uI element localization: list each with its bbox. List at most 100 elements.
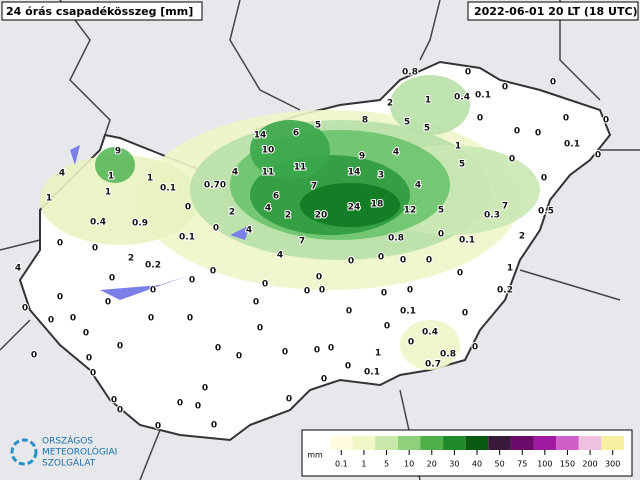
legend-tick-label: 100 [537, 460, 552, 469]
legend-swatch [578, 436, 602, 450]
station-value: 0 [408, 338, 414, 348]
station-value: 4 [246, 226, 252, 236]
station-value: 0.70 [204, 181, 226, 191]
station-value: 0 [177, 399, 183, 409]
station-value: 11 [262, 168, 275, 178]
station-value: 0 [381, 289, 387, 299]
station-value: 0.1 [179, 233, 195, 243]
station-value: 4 [393, 148, 399, 158]
station-value: 0 [86, 354, 92, 364]
station-value: 0 [477, 114, 483, 124]
station-value: 0 [595, 151, 601, 161]
station-value: 0.8 [388, 234, 404, 244]
station-value: 6 [273, 192, 279, 202]
station-value: 10 [262, 146, 275, 156]
station-value: 0 [316, 273, 322, 283]
station-value: 0.9 [132, 219, 148, 229]
station-value: 0 [31, 351, 37, 361]
legend-swatch [330, 436, 353, 450]
station-value: 0 [438, 230, 444, 240]
station-value: 2 [519, 232, 525, 242]
station-value: 0 [211, 421, 217, 431]
station-value: 0 [22, 304, 28, 314]
station-value: 0 [213, 224, 219, 234]
legend-tick-label: 150 [560, 460, 575, 469]
legend-tick-label: 50 [495, 460, 505, 469]
legend-tick-label: 200 [582, 460, 597, 469]
station-value: 14 [348, 168, 361, 178]
station-value: 0 [282, 348, 288, 358]
station-value: 1 [507, 264, 513, 274]
legend-swatch [375, 436, 398, 450]
station-value: 0 [195, 402, 201, 412]
legend-swatch [397, 436, 421, 450]
station-value: 0 [70, 314, 76, 324]
station-value: 0.5 [538, 207, 554, 217]
legend-swatch [533, 436, 557, 450]
title-box [1, 1, 203, 21]
station-value: 0 [83, 329, 89, 339]
station-value: 0 [189, 276, 195, 286]
title: 24 órás csapadékösszeg [mm] [6, 5, 193, 18]
station-value: 0 [90, 369, 96, 379]
legend-swatch [352, 436, 376, 450]
station-value: 0.7 [425, 360, 441, 370]
station-value: 0 [426, 256, 432, 266]
station-value: 0 [328, 344, 334, 354]
station-value: 0.8 [402, 68, 418, 78]
station-value: 0 [105, 298, 111, 308]
precip-area [40, 155, 200, 245]
station-value: 4 [277, 251, 283, 261]
station-value: 0 [262, 280, 268, 290]
legend-tick-label: 5 [384, 460, 389, 469]
station-value: 0 [111, 396, 117, 406]
logo-text: SZOLGÁLAT [42, 457, 96, 469]
station-value: 0.1 [364, 368, 380, 378]
station-value: 0 [236, 352, 242, 362]
station-value: 0 [92, 244, 98, 254]
station-value: 1 [46, 194, 52, 204]
station-value: 1 [375, 349, 381, 359]
legend-swatch [488, 436, 511, 450]
station-value: 5 [424, 124, 430, 134]
station-value: 2 [229, 208, 235, 218]
station-value: 0 [472, 343, 478, 353]
station-value: 0 [462, 309, 468, 319]
station-value: 0 [48, 316, 54, 326]
station-value: 24 [348, 203, 361, 213]
time: 2022-06-01 20 LT (18 UTC) [474, 5, 638, 18]
station-value: 3 [378, 171, 384, 181]
station-value: 1 [425, 96, 431, 106]
station-value: 4 [59, 169, 65, 179]
legend-swatch [420, 436, 444, 450]
station-value: 0 [148, 314, 154, 324]
station-value: 0 [304, 287, 310, 297]
station-value: 1 [455, 142, 461, 152]
station-value: 0 [319, 286, 325, 296]
station-value: 0 [314, 346, 320, 356]
station-value: 0.1 [459, 236, 475, 246]
station-value: 9 [359, 152, 365, 162]
station-value: 2 [128, 254, 134, 264]
station-value: 0.3 [484, 211, 500, 221]
station-value: 0.4 [454, 93, 470, 103]
legend-tick-label: 300 [605, 460, 620, 469]
station-value: 0 [378, 253, 384, 263]
legend-swatch [510, 436, 534, 450]
precip-area [300, 183, 400, 227]
station-value: 0 [257, 324, 263, 334]
precip-area [250, 120, 330, 180]
station-value: 0.1 [564, 140, 580, 150]
station-value: 2 [285, 211, 291, 221]
station-value: 4 [265, 204, 271, 214]
station-value: 0.2 [145, 261, 161, 271]
station-value: 0 [202, 384, 208, 394]
station-value: 0 [509, 155, 515, 165]
station-value: 0 [346, 307, 352, 317]
station-value: 7 [311, 182, 317, 192]
station-value: 8 [362, 116, 368, 126]
station-value: 0 [321, 375, 327, 385]
logo-text: ORSZÁGOS [42, 435, 93, 447]
station-value: 0 [345, 362, 351, 372]
